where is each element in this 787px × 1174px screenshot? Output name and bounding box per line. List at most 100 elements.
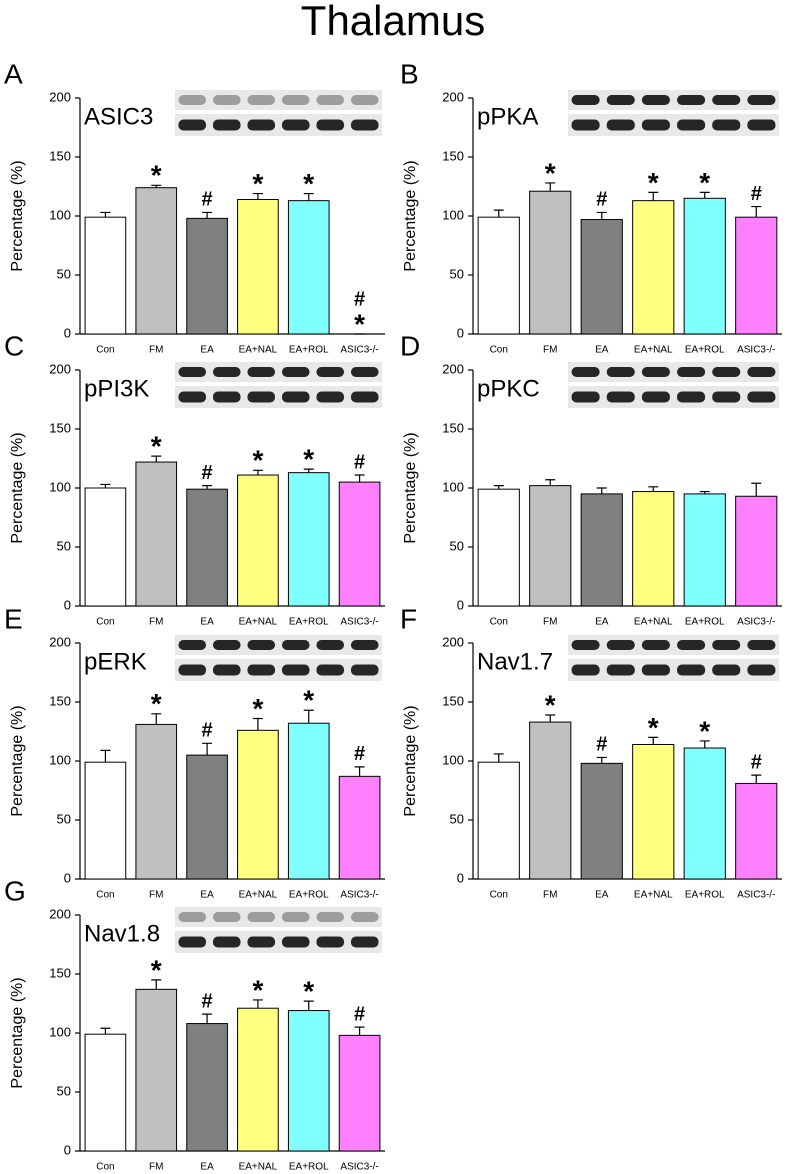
x-tick-label: EA+NAL xyxy=(634,617,673,628)
bar xyxy=(632,200,675,335)
bar xyxy=(683,197,726,335)
y-axis-label: Percentage (%) xyxy=(9,705,26,816)
error-bar xyxy=(252,999,263,1009)
significance-mark: * xyxy=(252,445,263,476)
bar xyxy=(683,747,726,880)
y-tick-label: 150 xyxy=(49,693,71,708)
blot-band xyxy=(641,119,670,131)
significance-mark: # xyxy=(354,743,365,765)
bar xyxy=(580,493,623,607)
blot-band xyxy=(178,95,207,105)
significance-mark: * xyxy=(699,715,710,746)
blot-band xyxy=(281,912,310,922)
x-tick-label: Con xyxy=(490,617,508,628)
y-tick-label: 0 xyxy=(457,870,464,885)
bar xyxy=(237,474,279,607)
error-bar xyxy=(751,482,762,497)
bar xyxy=(186,1023,228,1152)
x-tick-label: Con xyxy=(96,345,114,356)
blot-background xyxy=(175,907,382,927)
significance-mark: # xyxy=(354,1003,365,1025)
blot-band xyxy=(281,391,310,403)
blot-band xyxy=(316,95,345,105)
significance-mark: * xyxy=(303,685,314,716)
blot-band xyxy=(712,640,741,650)
figure-title: Thalamus xyxy=(301,0,485,44)
x-tick-label: EA+NAL xyxy=(239,617,278,628)
x-tick-label: EA+NAL xyxy=(239,1162,278,1173)
error-bar xyxy=(252,192,263,200)
bar xyxy=(186,217,228,335)
blot-band xyxy=(641,640,670,650)
bar xyxy=(580,219,623,335)
blot-band xyxy=(677,119,706,131)
blot-band xyxy=(712,95,741,105)
significance-mark: # xyxy=(202,189,213,211)
x-tick-label: EA xyxy=(200,345,214,356)
blot-background xyxy=(175,90,382,110)
significance-mark: * xyxy=(151,954,162,985)
x-tick-label: EA xyxy=(595,617,609,628)
y-tick-label: 200 xyxy=(442,89,464,104)
significance-mark: * xyxy=(151,431,162,462)
y-tick-label: 200 xyxy=(49,634,71,649)
error-bar xyxy=(100,749,111,763)
blot-band xyxy=(281,640,310,650)
blot-band xyxy=(316,912,345,922)
bar xyxy=(135,723,178,880)
blot-band xyxy=(747,95,776,105)
y-tick-label: 100 xyxy=(49,479,71,494)
x-tick-label: EA xyxy=(595,890,609,901)
significance-mark: # xyxy=(202,720,213,742)
error-bar xyxy=(354,1026,365,1036)
x-tick-label: EA+ROL xyxy=(685,617,725,628)
error-bar xyxy=(493,209,504,218)
significance-mark: * xyxy=(545,157,556,188)
error-bar xyxy=(151,979,162,990)
y-axis-label: Percentage (%) xyxy=(9,977,26,1088)
panel-title: pERK xyxy=(84,648,147,675)
significance-mark: # xyxy=(751,183,762,205)
error-bar xyxy=(100,211,111,218)
error-bar xyxy=(202,485,213,490)
panel-label: G xyxy=(4,875,26,906)
y-tick-label: 150 xyxy=(442,420,464,435)
error-bar xyxy=(545,714,556,723)
blot-band xyxy=(350,912,379,922)
x-tick-label: ASIC3-/- xyxy=(737,617,775,628)
blot-band xyxy=(571,640,600,650)
panel-title: pPKC xyxy=(477,375,540,402)
bar xyxy=(186,488,228,607)
error-bar xyxy=(303,709,314,724)
error-bar xyxy=(354,474,365,483)
error-bar xyxy=(303,468,314,473)
blot-band xyxy=(350,367,379,377)
blot-band xyxy=(178,367,207,377)
bar xyxy=(529,190,572,335)
y-tick-label: 150 xyxy=(49,420,71,435)
bar xyxy=(529,485,572,607)
significance-mark: # xyxy=(596,189,607,211)
x-tick-label: FM xyxy=(149,890,163,901)
bar xyxy=(84,761,127,880)
panel-title: pPKA xyxy=(477,103,538,130)
bar xyxy=(683,493,726,607)
y-tick-label: 150 xyxy=(442,693,464,708)
y-tick-label: 0 xyxy=(64,1142,71,1157)
bar xyxy=(287,1010,330,1152)
bar xyxy=(237,198,279,335)
error-bar xyxy=(493,753,504,763)
blot-band xyxy=(212,119,241,131)
blot-band xyxy=(212,95,241,105)
error-bar xyxy=(252,469,263,476)
x-tick-label: ASIC3-/- xyxy=(340,617,378,628)
blot-band xyxy=(641,664,670,676)
blot-band xyxy=(571,367,600,377)
bar xyxy=(186,754,228,880)
error-bar xyxy=(699,490,710,494)
blot-band xyxy=(350,119,379,131)
y-tick-label: 150 xyxy=(49,965,71,980)
blot-band xyxy=(281,95,310,105)
bar xyxy=(477,488,520,607)
blot-band xyxy=(247,119,276,131)
